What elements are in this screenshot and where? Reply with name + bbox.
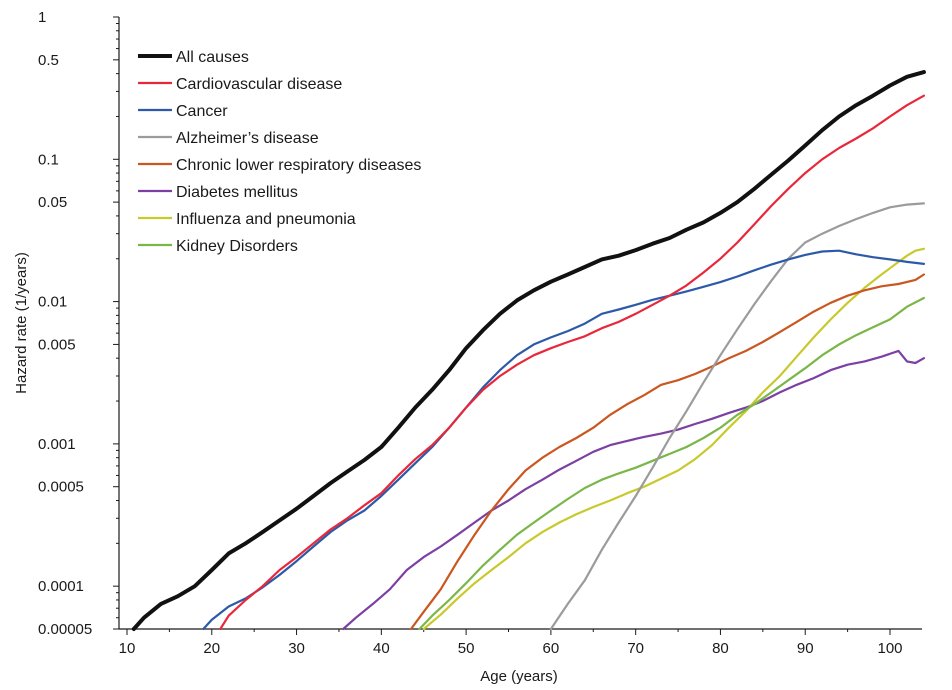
- series-line-cardiovascular-disease: [219, 94, 926, 631]
- x-tick-label: 30: [288, 640, 305, 657]
- y-tick-label: 0.005: [38, 336, 76, 353]
- legend-label: Kidney Disorders: [176, 238, 298, 255]
- x-tick-label: 90: [797, 640, 814, 657]
- legend-label: Diabetes mellitus: [176, 184, 298, 201]
- x-tick-label: 100: [877, 640, 902, 657]
- x-tick-label: 60: [543, 640, 560, 657]
- x-tick-label: 50: [458, 640, 475, 657]
- legend: All causes Cardiovascular disease Cancer Al…: [138, 49, 421, 255]
- y-tick-label: 0.001: [38, 436, 76, 453]
- legend-label: Chronic lower respiratory diseases: [176, 157, 421, 174]
- y-tick-label: 1: [38, 9, 46, 26]
- series-line-kidney-disorders: [418, 296, 926, 631]
- series-line-cancer: [202, 249, 926, 631]
- x-tick-label: 10: [119, 640, 136, 657]
- series-line-alzheimer-s-disease: [549, 202, 926, 631]
- x-tick-label: 20: [203, 640, 220, 657]
- y-tick-label: 0.0001: [38, 578, 84, 595]
- legend-label: Influenza and pneumonia: [176, 211, 356, 228]
- x-axis-title: Age (years): [480, 668, 558, 685]
- x-tick-label: 80: [712, 640, 729, 657]
- y-axis-title: Hazard rate (1/years): [13, 252, 30, 394]
- y-tick-label: 0.5: [38, 52, 59, 69]
- series-line-influenza-and-pneumonia: [422, 247, 926, 631]
- series-lines: [131, 70, 926, 631]
- y-tick-label: 0.1: [38, 151, 59, 168]
- series-line-all-causes: [131, 70, 926, 631]
- legend-label: Cardiovascular disease: [176, 76, 342, 93]
- y-tick-label: 0.0005: [38, 479, 84, 496]
- y-tick-label: 0.00005: [38, 621, 92, 638]
- x-tick-label: 40: [373, 640, 390, 657]
- y-tick-label: 0.05: [38, 194, 67, 211]
- series-line-chronic-lower-respiratory-diseases: [409, 273, 926, 631]
- series-line-diabetes-mellitus: [342, 349, 926, 631]
- legend-label: Cancer: [176, 103, 228, 120]
- x-tick-label: 70: [627, 640, 644, 657]
- axes: 10 20 30 40 50 60 70 80 90 100 0.00005 0.0001 0.0005…: [38, 9, 922, 657]
- y-tick-label: 0.01: [38, 294, 67, 311]
- legend-label: All causes: [176, 49, 249, 66]
- legend-label: Alzheimer’s disease: [176, 130, 319, 147]
